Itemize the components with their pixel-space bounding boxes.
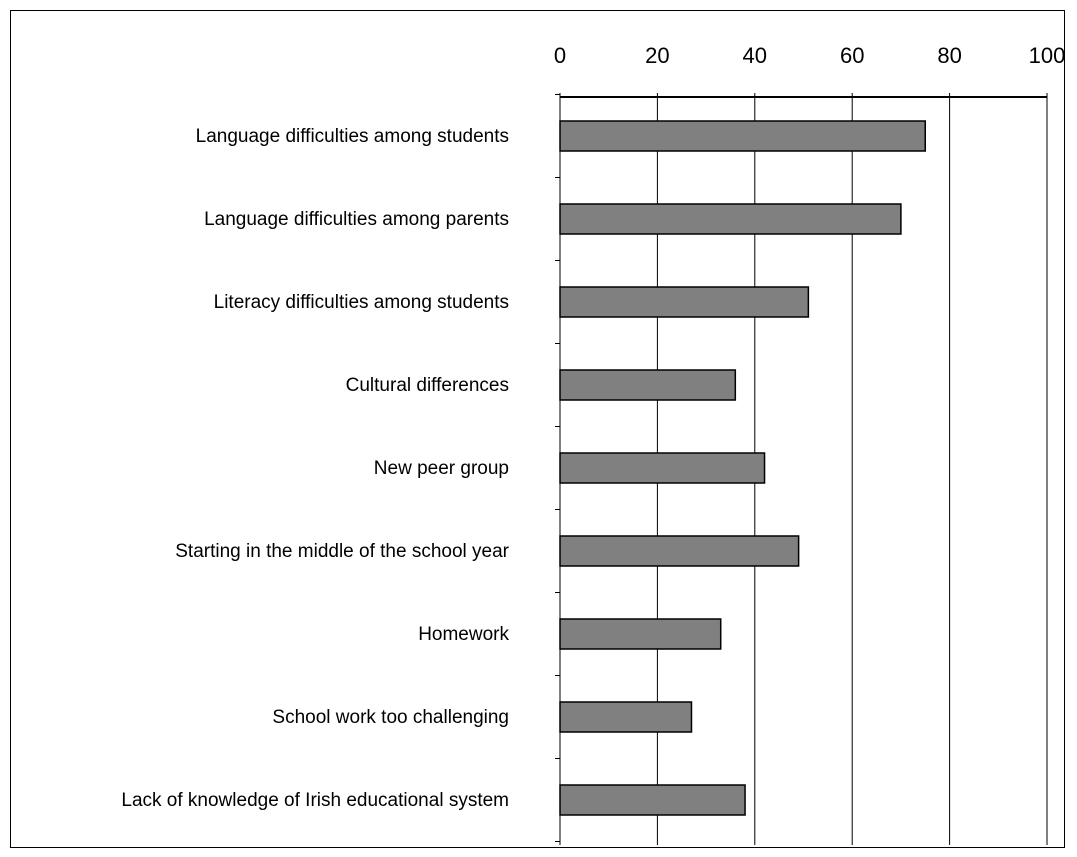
category-label: Starting in the middle of the school yea… <box>175 541 509 562</box>
category-labels: Language difficulties among students Lang… <box>121 126 509 811</box>
x-tick-label: 80 <box>937 43 961 68</box>
bars <box>559 120 926 816</box>
category-label: Lack of knowledge of Irish educational s… <box>121 790 509 811</box>
x-tick-label: 40 <box>743 43 767 68</box>
category-label: Language difficulties among students <box>196 126 509 147</box>
x-tick-label: 60 <box>840 43 864 68</box>
x-tick-label: 100 <box>1029 43 1066 68</box>
category-label: Homework <box>418 624 509 645</box>
bar <box>559 369 737 401</box>
bar-chart: 0 20 40 60 80 100 Language difficulties among… <box>121 43 1065 845</box>
bar <box>559 701 693 733</box>
bar <box>559 286 810 318</box>
category-label: School work too challenging <box>272 707 509 728</box>
bar <box>559 120 926 152</box>
category-label: Cultural differences <box>346 375 509 396</box>
category-label: Literacy difficulties among students <box>214 292 509 313</box>
x-tick-label: 20 <box>645 43 669 68</box>
x-tick-label: 0 <box>554 43 566 68</box>
bar <box>559 452 766 484</box>
tick-labels: 0 20 40 60 80 100 <box>554 43 1065 68</box>
category-label: New peer group <box>374 458 509 479</box>
category-label: Language difficulties among parents <box>204 209 509 230</box>
bar <box>559 618 722 650</box>
bar <box>559 203 902 235</box>
chart-frame: 0 20 40 60 80 100 Language difficulties among… <box>10 10 1065 848</box>
axes <box>555 93 1048 845</box>
bar <box>559 784 746 816</box>
bar <box>559 535 800 567</box>
